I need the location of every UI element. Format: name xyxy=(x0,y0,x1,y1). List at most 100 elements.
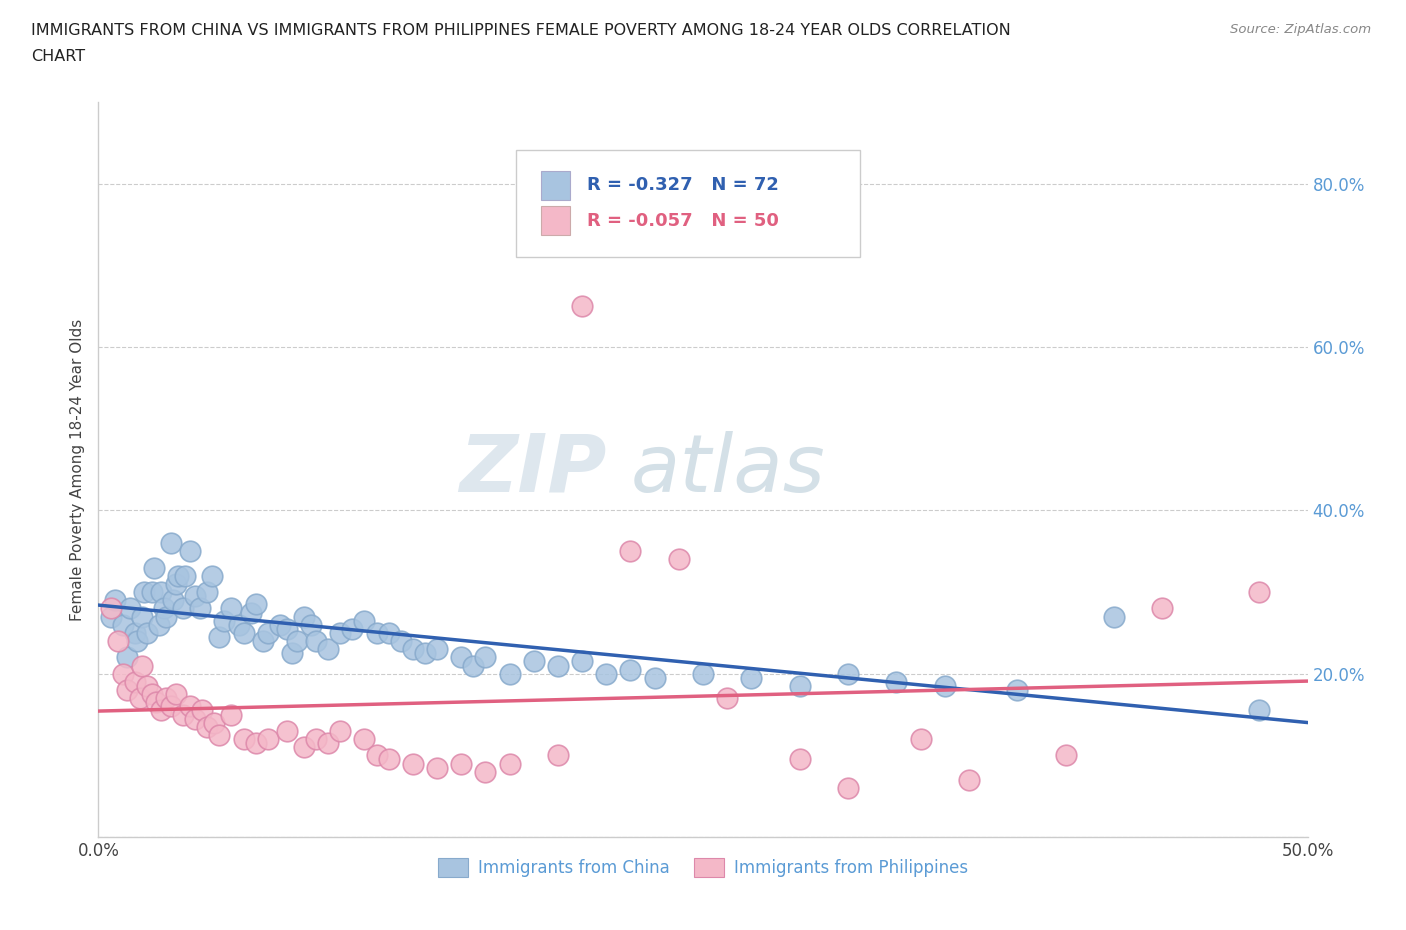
Point xyxy=(162,592,184,607)
Point xyxy=(131,609,153,624)
Point xyxy=(100,601,122,616)
Point xyxy=(329,724,352,738)
Point xyxy=(252,633,274,648)
Point xyxy=(191,703,214,718)
Point xyxy=(644,671,666,685)
Point xyxy=(201,568,224,583)
Point xyxy=(232,732,254,747)
Point xyxy=(1152,601,1174,616)
Point xyxy=(228,618,250,632)
Text: IMMIGRANTS FROM CHINA VS IMMIGRANTS FROM PHILIPPINES FEMALE POVERTY AMONG 18-24 : IMMIGRANTS FROM CHINA VS IMMIGRANTS FROM… xyxy=(31,23,1011,38)
Point xyxy=(426,760,449,775)
Text: Source: ZipAtlas.com: Source: ZipAtlas.com xyxy=(1230,23,1371,36)
Point xyxy=(450,650,472,665)
Point xyxy=(547,748,569,763)
Point xyxy=(179,699,201,714)
Point xyxy=(195,585,218,600)
Point xyxy=(934,679,956,694)
Point xyxy=(160,536,183,551)
Point xyxy=(837,666,859,681)
Point xyxy=(239,605,262,620)
Point xyxy=(668,552,690,567)
Text: R = -0.057   N = 50: R = -0.057 N = 50 xyxy=(586,212,779,230)
Point xyxy=(353,732,375,747)
Point xyxy=(256,626,278,641)
Point xyxy=(184,589,207,604)
Point xyxy=(366,748,388,763)
Point xyxy=(195,720,218,735)
Point xyxy=(426,642,449,657)
Point xyxy=(571,654,593,669)
Point xyxy=(366,626,388,641)
Point xyxy=(413,645,436,660)
Text: atlas: atlas xyxy=(630,431,825,509)
Point xyxy=(152,601,174,616)
Point xyxy=(155,691,177,706)
Point xyxy=(377,752,399,767)
Point xyxy=(571,299,593,313)
Point xyxy=(474,650,496,665)
Point xyxy=(716,691,738,706)
Point xyxy=(141,585,163,600)
Point xyxy=(1007,683,1029,698)
Point xyxy=(131,658,153,673)
Point xyxy=(305,732,328,747)
Point xyxy=(1102,609,1125,624)
Point xyxy=(188,601,211,616)
Point xyxy=(498,666,520,681)
Point xyxy=(316,642,339,657)
Point xyxy=(155,609,177,624)
Point xyxy=(245,597,267,612)
Point xyxy=(547,658,569,673)
Point xyxy=(463,658,485,673)
Point xyxy=(1054,748,1077,763)
Point xyxy=(1249,703,1271,718)
Point xyxy=(160,699,183,714)
Point xyxy=(135,679,157,694)
Point xyxy=(353,613,375,628)
Point xyxy=(143,560,166,575)
Point xyxy=(389,633,412,648)
Point xyxy=(957,773,980,788)
Point xyxy=(402,756,425,771)
Point xyxy=(474,764,496,779)
Point xyxy=(837,780,859,795)
Point xyxy=(174,568,197,583)
Point xyxy=(111,666,134,681)
Point xyxy=(100,609,122,624)
Legend: Immigrants from China, Immigrants from Philippines: Immigrants from China, Immigrants from P… xyxy=(430,851,976,884)
Point xyxy=(886,674,908,689)
Point xyxy=(619,544,641,559)
Point xyxy=(789,752,811,767)
Point xyxy=(276,724,298,738)
Point xyxy=(118,601,141,616)
Point xyxy=(221,601,243,616)
Point xyxy=(124,674,146,689)
FancyBboxPatch shape xyxy=(516,150,860,257)
Text: CHART: CHART xyxy=(31,49,84,64)
Point xyxy=(184,711,207,726)
Point xyxy=(208,727,231,742)
Point xyxy=(204,715,226,730)
Point xyxy=(221,707,243,722)
Point xyxy=(245,736,267,751)
Point xyxy=(135,626,157,641)
Point xyxy=(299,618,322,632)
Point xyxy=(285,633,308,648)
Point xyxy=(127,633,149,648)
Point xyxy=(256,732,278,747)
Point xyxy=(1249,585,1271,600)
Point xyxy=(619,662,641,677)
Point xyxy=(165,577,187,591)
Point xyxy=(292,609,315,624)
Point xyxy=(276,621,298,636)
Point xyxy=(117,650,139,665)
Point xyxy=(172,601,194,616)
Point xyxy=(128,691,150,706)
Point xyxy=(107,633,129,648)
Point xyxy=(450,756,472,771)
Point xyxy=(692,666,714,681)
Point xyxy=(141,686,163,701)
Point xyxy=(342,621,364,636)
Point xyxy=(150,585,173,600)
